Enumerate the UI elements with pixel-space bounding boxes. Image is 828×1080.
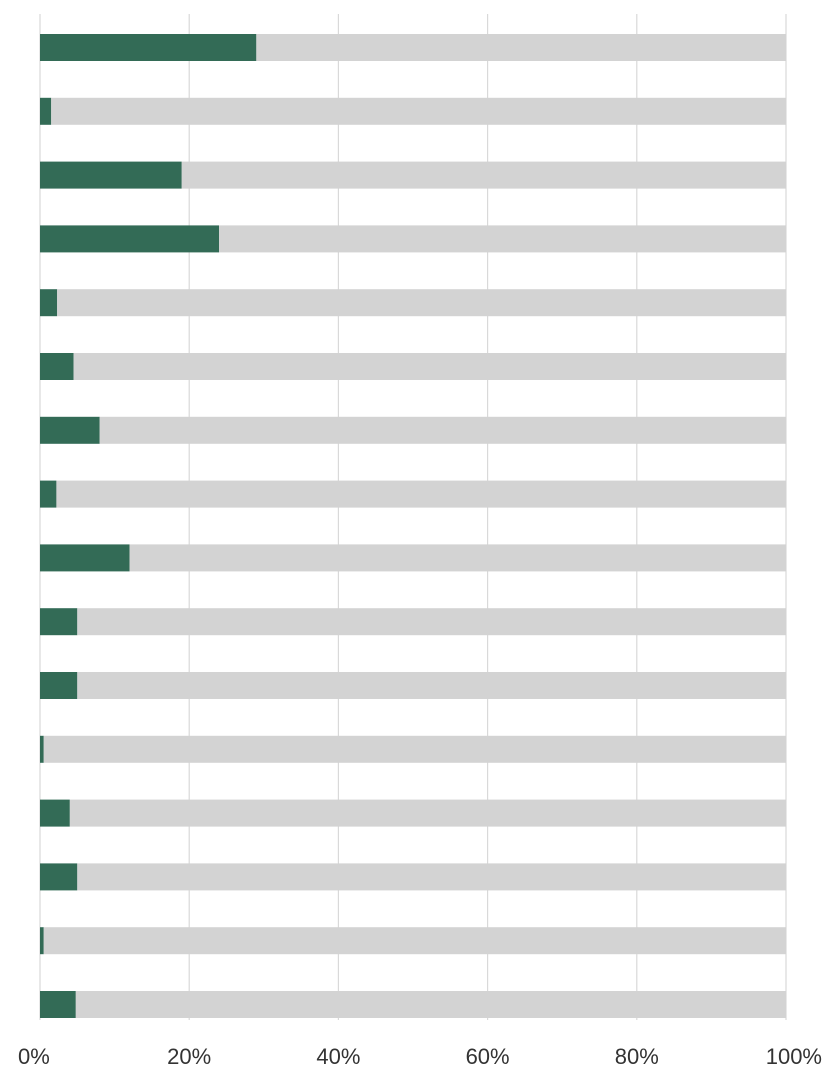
x-tick-label-1: 20% (167, 1044, 211, 1069)
bar-row-9-segment-2 (129, 544, 786, 572)
bar-row-3-segment-2 (181, 161, 787, 189)
bar-row-4-segment-1 (40, 225, 220, 253)
bar-row-10-segment-2 (77, 608, 787, 636)
bar-row-13-segment-2 (69, 799, 787, 827)
bars (40, 34, 787, 1018)
bar-row-14-segment-2 (77, 863, 787, 891)
x-tick-label-0: 0% (18, 1044, 50, 1069)
bar-row-8-segment-2 (56, 480, 787, 508)
bar-row-13-segment-1 (40, 799, 70, 827)
x-tick-label-4: 80% (615, 1044, 659, 1069)
bar-row-2-segment-2 (51, 97, 786, 125)
bar-row-15-segment-1 (40, 927, 44, 955)
bar-row-8-segment-1 (40, 480, 57, 508)
x-tick-label-2: 40% (316, 1044, 360, 1069)
x-axis-tick-labels: 0% 20% 40% 60% 80% 100% (18, 1044, 822, 1069)
bar-row-16-segment-2 (75, 991, 787, 1018)
bar-row-16-segment-1 (40, 991, 76, 1018)
bar-row-5-segment-1 (40, 289, 58, 317)
x-tick-label-3: 60% (466, 1044, 510, 1069)
bar-row-12-segment-1 (40, 735, 44, 763)
bar-row-14-segment-1 (40, 863, 78, 891)
bar-row-1-segment-1 (40, 34, 257, 61)
x-tick-label-5: 100% (766, 1044, 822, 1069)
bar-row-6-segment-1 (40, 353, 74, 380)
bar-row-3-segment-1 (40, 161, 182, 189)
bar-row-4-segment-2 (219, 225, 787, 253)
bar-row-2-segment-1 (40, 97, 52, 125)
bar-row-11-segment-2 (77, 672, 787, 699)
bar-row-9-segment-1 (40, 544, 130, 572)
bar-row-7-segment-2 (99, 416, 787, 444)
bar-row-12-segment-2 (43, 735, 787, 763)
bar-row-10-segment-1 (40, 608, 78, 636)
bar-row-5-segment-2 (57, 289, 786, 317)
bar-row-15-segment-2 (43, 927, 787, 955)
bar-row-11-segment-1 (40, 672, 78, 699)
bar-row-7-segment-1 (40, 416, 100, 444)
bar-row-1-segment-2 (256, 34, 787, 61)
bar-row-6-segment-2 (73, 353, 786, 380)
